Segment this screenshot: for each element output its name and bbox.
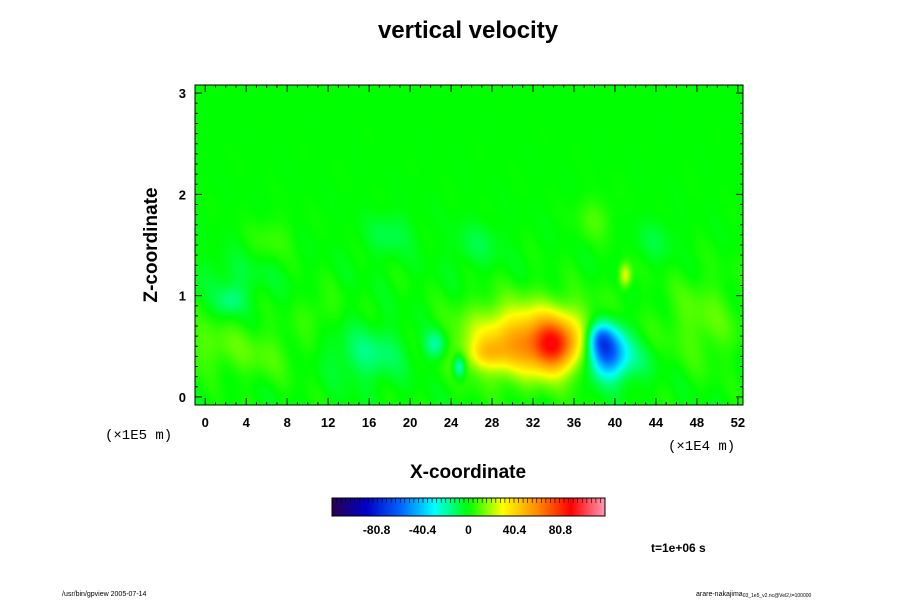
colorbar: -80.8 -40.4 0 40.4 80.8 [331,497,606,537]
footer-left: /usr/bin/gpview 2005-07-14 [62,591,147,598]
x-tick-label: 0 [202,415,209,430]
x-tick-label: 28 [485,415,499,430]
x-tick-label: 8 [284,415,291,430]
x-scale-label: (×1E4 m) [668,439,735,455]
colorbar-tick-label: 0 [465,523,472,537]
x-tick-label: 32 [526,415,540,430]
y-tick-marks: 0 1 2 3 [179,86,743,405]
colorbar-tick-label: -80.8 [363,523,391,537]
x-tick-label: 12 [321,415,335,430]
chart-title: vertical velocity [378,17,559,44]
x-tick-label: 40 [608,415,622,430]
x-tick-label: 52 [731,415,745,430]
x-tick-label: 4 [243,415,251,430]
footer-right: arare-nakajima03_1e5_v2.nc@Vel2,t=100000 [696,591,812,599]
colorbar-tick-label: -40.4 [409,523,437,537]
colorbar-ticks: -80.8 -40.4 0 40.4 80.8 [336,498,601,537]
x-tick-marks: 0 4 8 12 16 20 24 28 32 36 40 44 48 52 [202,85,745,430]
footer-right-main: arare-nakajima [696,591,743,598]
colorbar-tick-label: 40.4 [503,523,527,537]
footer-right-sub: 03_1e5_v2.nc@Vel2,t=100000 [743,593,812,599]
y-tick-label: 3 [179,86,186,101]
x-tick-label: 20 [403,415,417,430]
time-label: t=1e+06 s [651,541,706,555]
x-tick-label: 44 [649,415,664,430]
y-tick-label: 1 [179,289,186,304]
x-axis-title: X-coordinate [410,462,526,483]
x-tick-label: 36 [567,415,581,430]
y-tick-label: 0 [179,390,186,405]
x-tick-label: 48 [690,415,704,430]
colorbar-tick-label: 80.8 [549,523,573,537]
y-tick-label: 2 [179,187,186,202]
x-tick-label: 16 [362,415,376,430]
y-axis-title: Z-coordinate [141,187,162,302]
x-tick-label: 24 [444,415,459,430]
heatmap-field [195,85,743,405]
y-scale-label: (×1E5 m) [105,428,172,444]
